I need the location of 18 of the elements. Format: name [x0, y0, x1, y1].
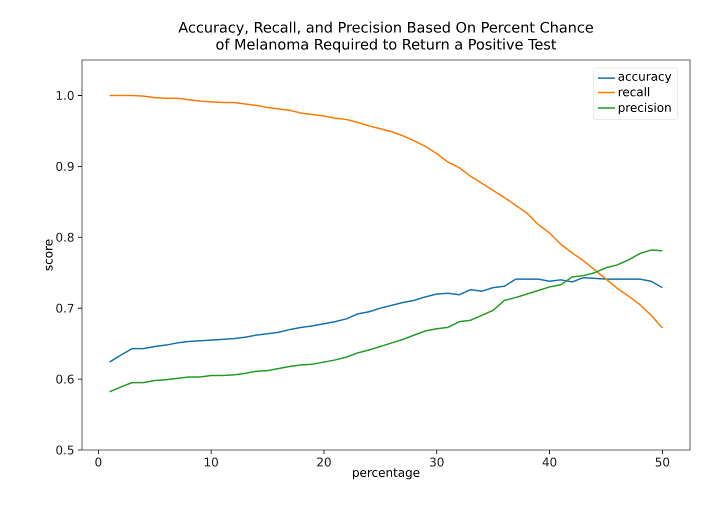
- y-axis-title: score: [46, 240, 53, 270]
- y-tick-label: 0.5: [56, 445, 74, 455]
- y-tick-label: 0.7: [56, 304, 74, 313]
- y-tick-label: 1.0: [56, 90, 74, 100]
- x-tick-label: 40: [542, 458, 556, 467]
- x-tick-label: 0: [95, 458, 102, 467]
- x-axis-title: percentage: [353, 468, 420, 480]
- chart-title: Accuracy, Recall, and Precision Based On Percent Chance of Melanoma Required to Return a Positive Test: [178, 22, 593, 52]
- legend-label: accuracy: [618, 74, 672, 84]
- y-tick-label: 0.9: [56, 162, 74, 171]
- x-tick-label: 20: [317, 458, 331, 467]
- x-tick-label: 50: [656, 458, 670, 467]
- legend-label: precision: [618, 102, 671, 114]
- x-tick-label: 30: [430, 458, 444, 467]
- x-tick-label: 10: [204, 458, 218, 467]
- y-tick-label: 0.8: [56, 232, 74, 242]
- legend-label: recall: [618, 87, 650, 96]
- y-tick-label: 0.6: [56, 374, 74, 384]
